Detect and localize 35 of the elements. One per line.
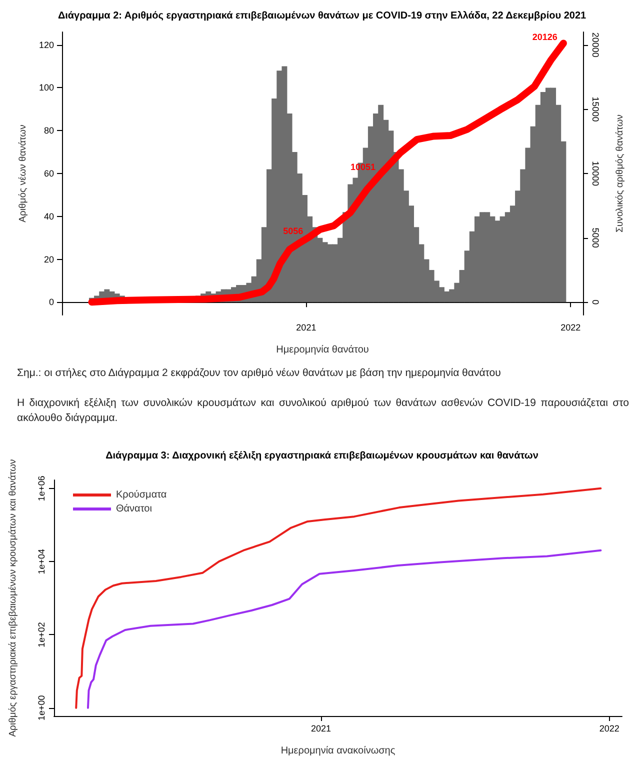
y-tick-label: 1e+00 bbox=[36, 695, 46, 721]
legend-label: Κρούσματα bbox=[116, 490, 167, 500]
text: Η διαχρονική εξέλιξη των συνολικών κρουσμάτων και συνολικού αριθμού των θανάτων ασθενών COVID-19 παρουσιάζεται στο ακόλουθο διάγραμμα. bbox=[17, 396, 629, 426]
x-tick-label: 2021 bbox=[296, 322, 316, 332]
line-series bbox=[86, 549, 602, 709]
y-tick-label: 20 bbox=[44, 254, 54, 264]
y2-tick-label: 0 bbox=[590, 300, 600, 305]
y2-tick-label: 10000 bbox=[590, 160, 600, 186]
y-tick-label: 1e+06 bbox=[36, 476, 46, 502]
x-tick-label: 2021 bbox=[311, 724, 332, 734]
y-tick-label: 0 bbox=[48, 297, 54, 308]
data-label: 20126 bbox=[532, 32, 558, 42]
y-axis-title: Αριθμός εργαστηριακά επιβεβαιωμένων κρουσμάτων και θανάτων bbox=[8, 458, 18, 737]
text: Σημ.: οι στήλες στο Διάγραμμα 2 εκφράζουν τον αριθμό νέων θανάτων με βάση την ημερομηνία θανάτου bbox=[17, 366, 502, 381]
y-tick-label: 120 bbox=[38, 40, 54, 50]
y-axis-title: Αριθμός νέων θανάτων bbox=[18, 124, 28, 222]
y-tick-label: 1e+04 bbox=[36, 548, 46, 574]
y-tick-label: 40 bbox=[44, 211, 54, 222]
x-axis-title: Ημερομηνία ανακοίνωσης bbox=[280, 746, 396, 756]
chart-title: Διάγραμμα 2: Αριθμός εργαστηριακά επιβεβαιωμένων θανάτων με COVID-19 στην Ελλάδα, 22 Δεκεμβρίου 2021 bbox=[58, 10, 586, 22]
x-tick-label: 2022 bbox=[560, 322, 581, 332]
y-tick-label: 100 bbox=[38, 82, 54, 93]
chart-title: Διάγραμμα 3: Διαχρονική εξέλιξη εργαστηριακά επιβεβαιωμένων κρουσμάτων και θανάτων bbox=[106, 450, 539, 462]
y2-tick-label: 15000 bbox=[590, 96, 600, 122]
y2-axis-title: Συνολικός αριθμός θανάτων bbox=[614, 114, 626, 232]
y-tick-label: 60 bbox=[44, 168, 54, 178]
x-axis-title: Ημερομηνία θανάτου bbox=[276, 344, 369, 356]
y2-tick-label: 20000 bbox=[590, 32, 600, 58]
y-tick-label: 80 bbox=[44, 126, 54, 136]
y-tick-label: 1e+02 bbox=[36, 622, 46, 648]
data-label: 5056 bbox=[283, 226, 304, 236]
x-tick-label: 2022 bbox=[599, 724, 620, 734]
y2-tick-label: 5000 bbox=[590, 228, 600, 248]
line-series bbox=[75, 487, 602, 709]
legend-label: Θάνατοι bbox=[116, 504, 152, 514]
